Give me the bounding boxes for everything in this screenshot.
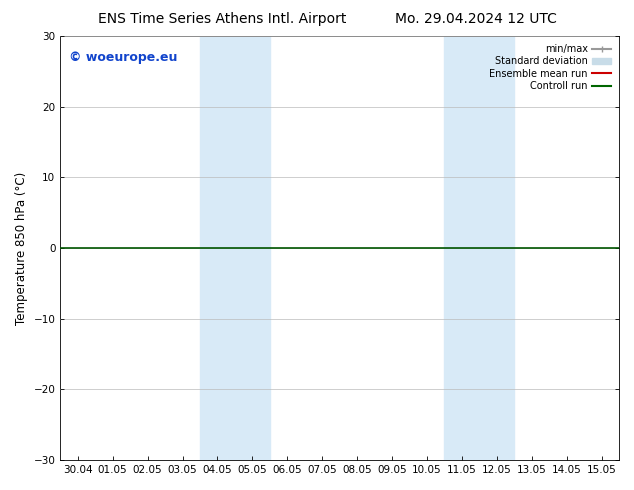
Legend: min/max, Standard deviation, Ensemble mean run, Controll run: min/max, Standard deviation, Ensemble me… [486,41,614,94]
Bar [444,36,514,460]
Text: © woeurope.eu: © woeurope.eu [68,51,177,64]
Bar [200,36,270,460]
Text: ENS Time Series Athens Intl. Airport: ENS Time Series Athens Intl. Airport [98,12,346,26]
Y-axis label: Temperature 850 hPa (°C): Temperature 850 hPa (°C) [15,172,28,325]
Text: Mo. 29.04.2024 12 UTC: Mo. 29.04.2024 12 UTC [394,12,557,26]
